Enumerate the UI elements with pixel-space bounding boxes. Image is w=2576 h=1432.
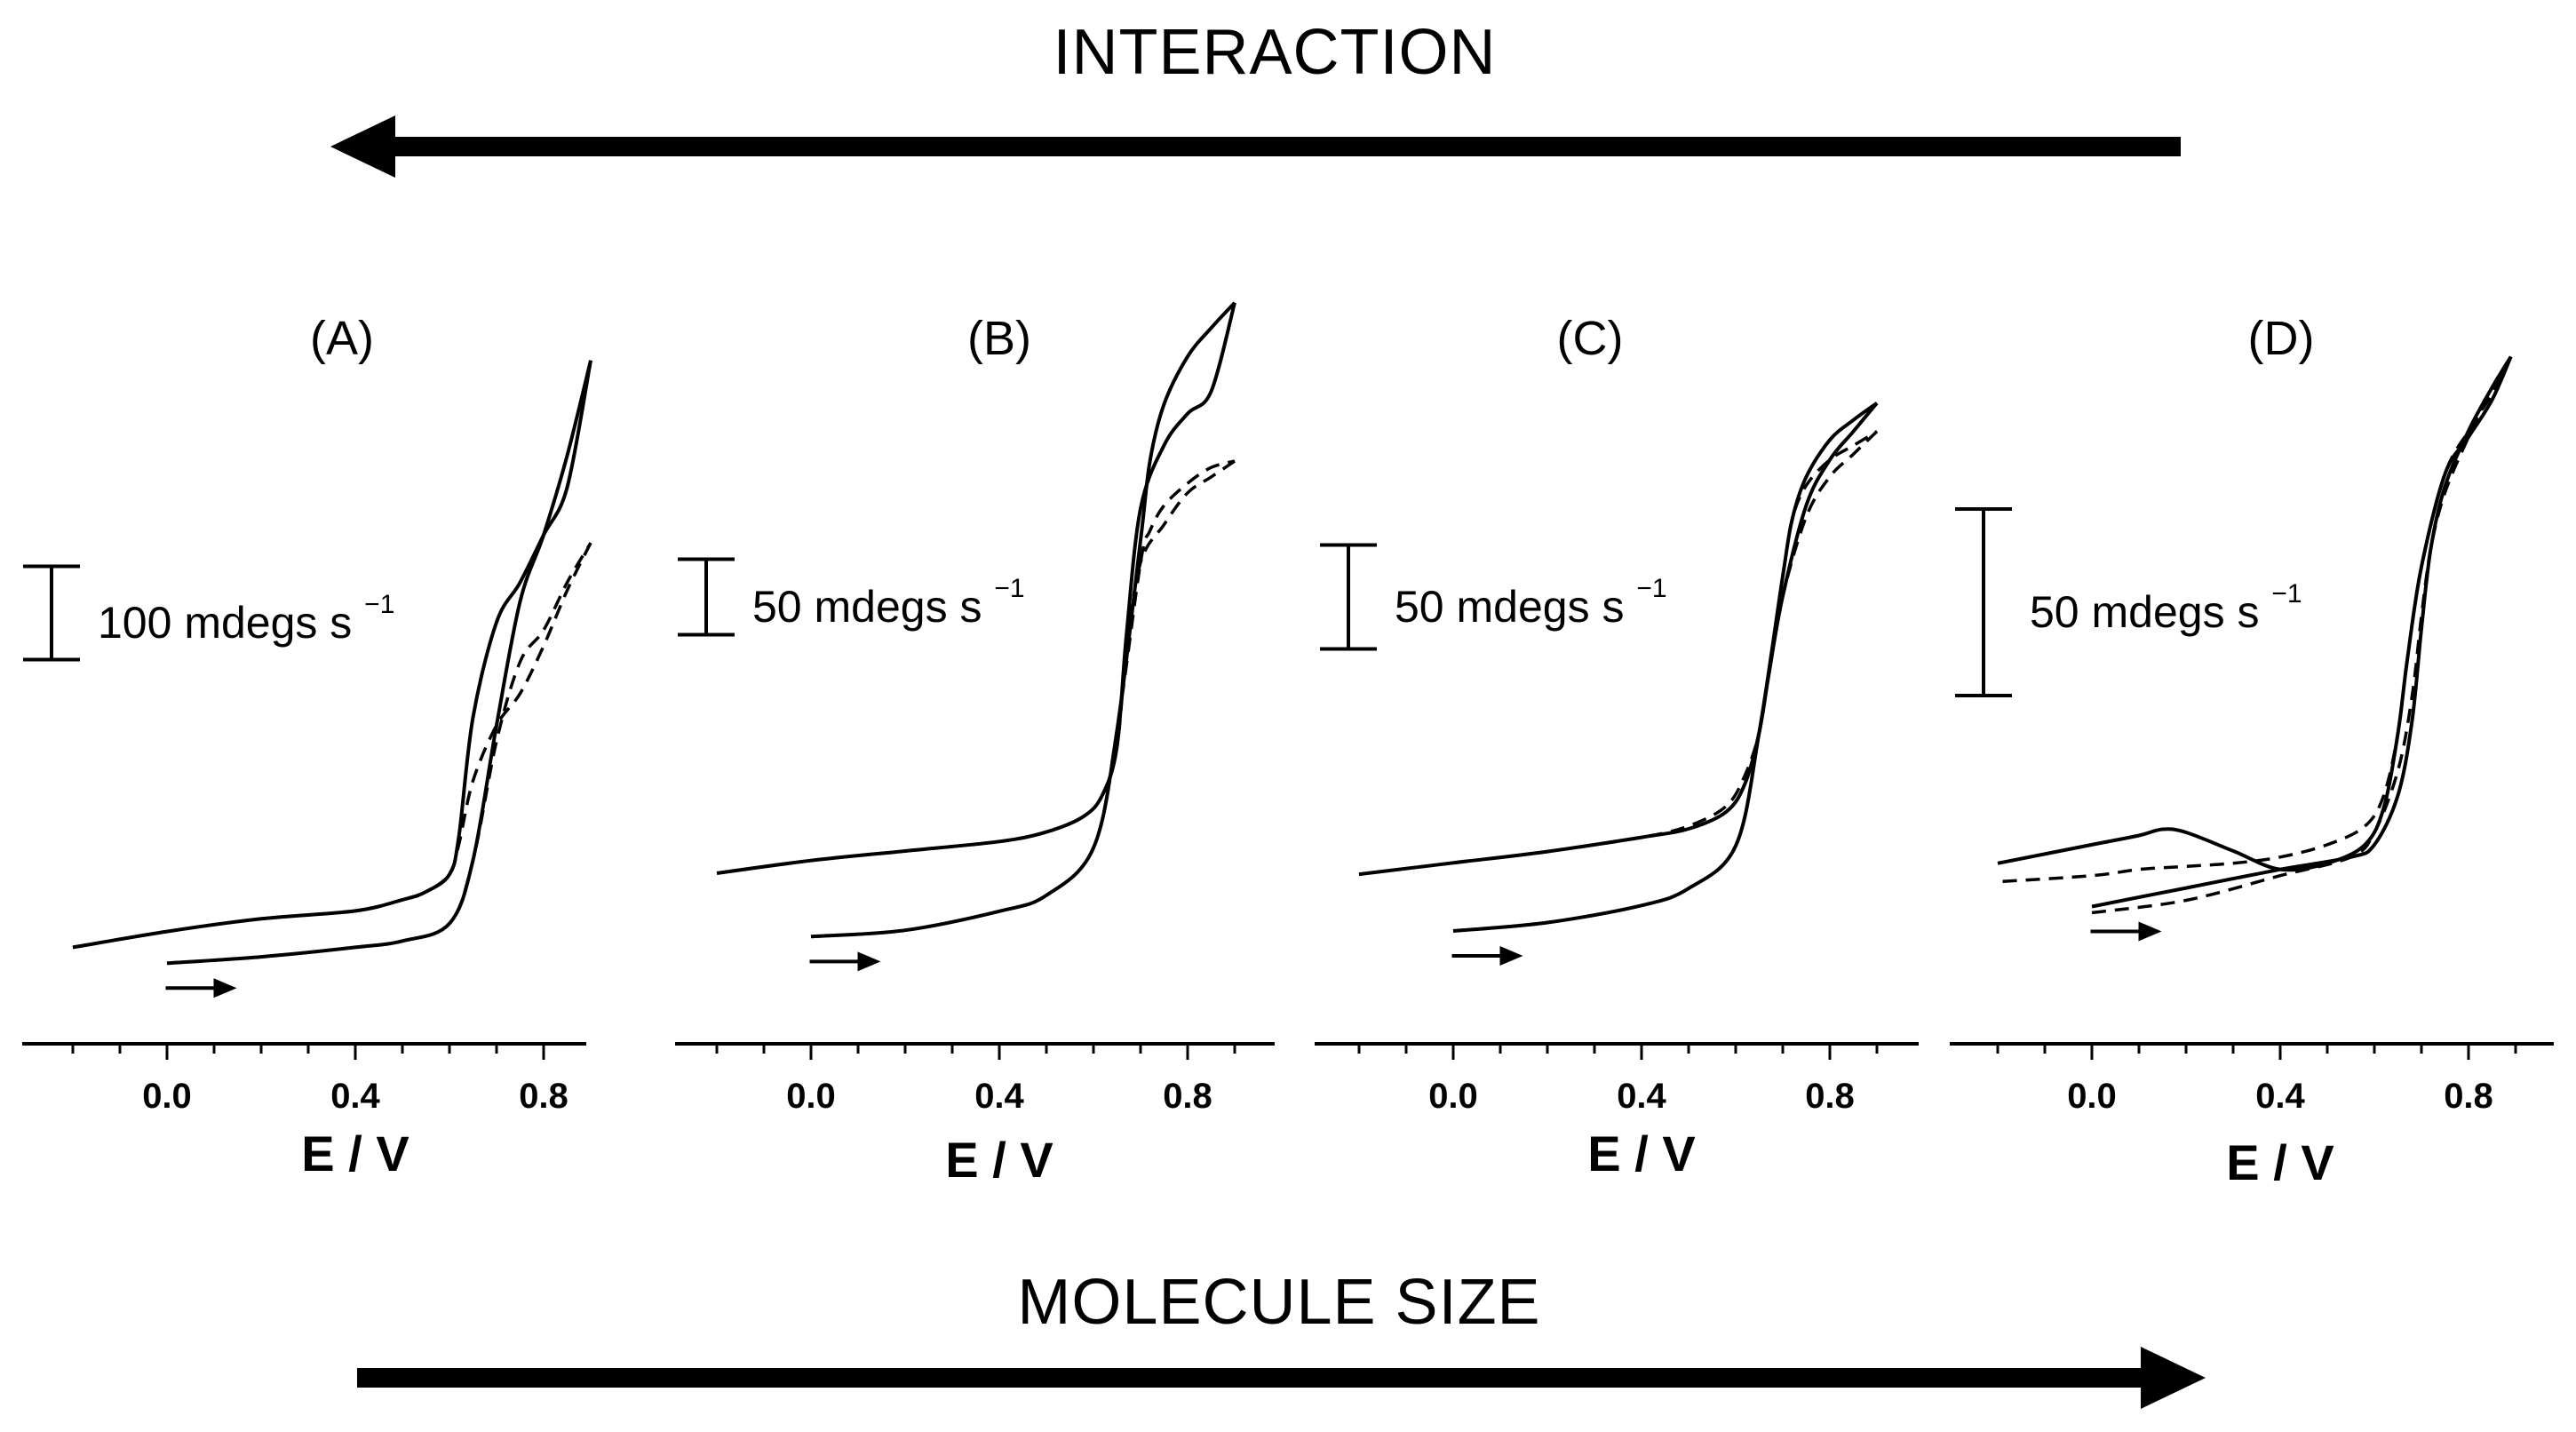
series-forward-scan [1452,402,1879,933]
x-tick-label: 0.4 [974,1077,1024,1116]
panel-a: (A) 0.0 0.4 0.8 E / V 100 mdegs s −1 [22,312,592,1181]
series-forward-scan [166,360,592,966]
x-axis-title: E / V [2226,1134,2334,1190]
series-dashed-forward [166,542,592,966]
series-dashed-forward [810,459,1236,939]
panel-b: (B) 0.0 0.4 0.8 E / V 50 mdegs s −1 [675,301,1275,1188]
scale-bar: 100 mdegs s −1 [23,564,394,662]
panel-label: (C) [1557,312,1624,365]
scale-bar: 50 mdegs s −1 [1955,507,2302,697]
x-tick-label: 0.0 [1428,1077,1478,1116]
x-tick-label: 0.4 [2255,1077,2305,1116]
series-dashed-forward [2091,355,2513,915]
panel-label: (A) [310,312,374,365]
scan-direction-arrow [809,951,881,972]
molecule-size-arrow-right [357,1347,2206,1409]
x-tick-label: 0.8 [1163,1077,1212,1116]
series-reverse-scan [72,360,592,950]
x-tick-label: 0.8 [1805,1077,1855,1116]
scan-arrow-head [213,978,237,998]
scale-bar-label: 50 mdegs s −1 [1395,574,1667,632]
scan-direction-arrow [165,978,237,998]
x-tick-label: 0.0 [2067,1077,2117,1116]
x-tick-label: 0.8 [2444,1077,2493,1116]
panel-label: (D) [2248,312,2315,365]
scale-bar-exponent: −1 [2271,579,2302,609]
panels: (A) 0.0 0.4 0.8 E / V 100 mdegs s −1 (B) 0.0 0.4… [22,301,2554,1190]
x-tick-label: 0.0 [142,1077,192,1116]
scale-bar-label: 100 mdegs s −1 [98,590,394,648]
scale-bar-exponent: −1 [364,590,394,619]
x-axis-title: E / V [301,1126,409,1181]
series-dashed-reverse [1358,430,1879,876]
series-reverse-scan [1358,402,1879,877]
scale-bar-exponent: −1 [1636,574,1666,603]
panel-label: (B) [967,312,1031,365]
series-reverse-scan [1997,355,2513,872]
x-tick-label: 0.4 [330,1077,380,1116]
scale-bar: 50 mdegs s −1 [678,557,1025,637]
x-tick-label: 0.4 [1617,1077,1666,1116]
scan-direction-arrow [2090,921,2162,942]
direction-arrows [330,115,2206,1409]
scan-arrow-head [1499,946,1523,967]
scale-bar-label: 50 mdegs s −1 [2030,579,2302,637]
series-dashed-reverse [1997,355,2513,884]
interaction-arrow-left [330,115,2181,178]
scale-bar-exponent: −1 [994,574,1024,603]
x-axis-title: E / V [1587,1126,1695,1181]
series-dashed-reverse [72,542,592,950]
scan-arrow-head [857,951,881,972]
x-axis-title: E / V [945,1132,1053,1188]
scale-bar-label: 50 mdegs s −1 [752,574,1025,632]
panel-d: (D) 0.0 0.4 0.8 E / V 50 mdegs s −1 [1950,312,2554,1190]
series-dashed-reverse [716,459,1236,875]
panel-c: (C) 0.0 0.4 0.8 E / V 50 mdegs s −1 [1315,312,1919,1181]
x-tick-label: 0.0 [786,1077,836,1116]
scan-direction-arrow [1451,946,1523,967]
scan-arrow-head [2138,921,2162,942]
scale-bar: 50 mdegs s −1 [1320,543,1667,651]
x-tick-label: 0.8 [519,1077,568,1116]
